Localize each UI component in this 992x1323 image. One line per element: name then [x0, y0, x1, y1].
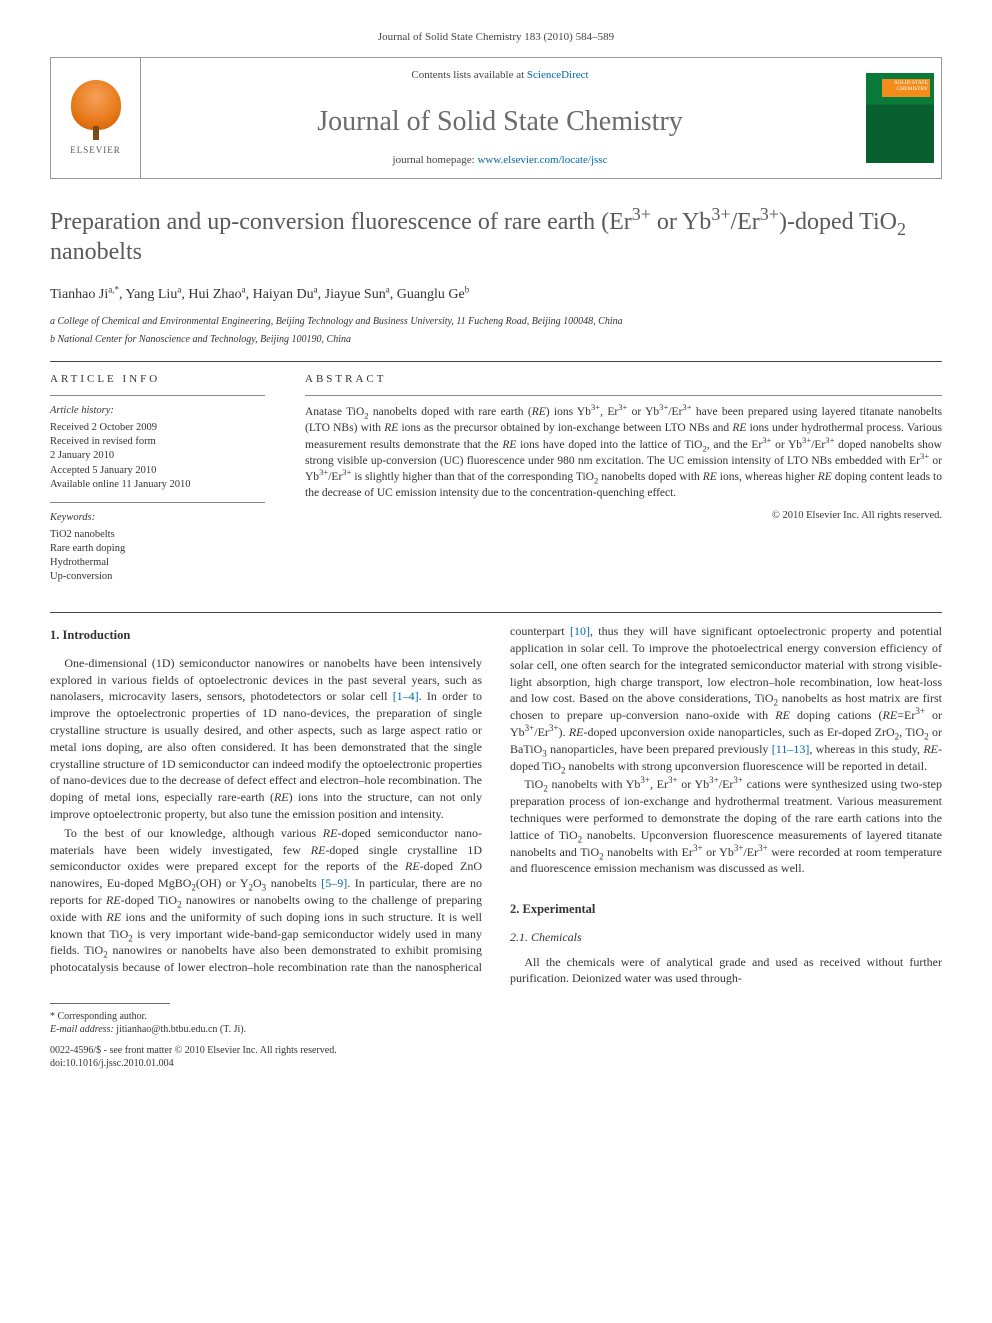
affiliation-b: b National Center for Nanoscience and Te…	[50, 333, 942, 347]
journal-header: ELSEVIER Contents lists available at Sci…	[50, 57, 942, 179]
rule-top	[50, 361, 942, 362]
article-title: Preparation and up-conversion fluorescen…	[50, 207, 942, 267]
cover-cell: SOLID STATE CHEMISTRY	[859, 58, 941, 178]
email-line: E-mail address: jitianhao@th.btbu.edu.cn…	[50, 1023, 942, 1036]
affiliation-a: a College of Chemical and Environmental …	[50, 315, 942, 329]
abstract-copyright: © 2010 Elsevier Inc. All rights reserved…	[305, 509, 942, 524]
abstract-head: ABSTRACT	[305, 372, 942, 387]
chem-para-1: All the chemicals were of analytical gra…	[510, 954, 942, 988]
contents-prefix: Contents lists available at	[411, 69, 526, 81]
email-address: jitianhao@th.btbu.edu.cn (T. Ji).	[116, 1024, 246, 1035]
journal-name: Journal of Solid State Chemistry	[149, 102, 851, 141]
corresponding-author: * Corresponding author.	[50, 1010, 942, 1023]
intro-para-3: TiO2 nanobelts with Yb3+, Er3+ or Yb3+/E…	[510, 776, 942, 877]
email-label: E-mail address:	[50, 1024, 114, 1035]
meta-row: ARTICLE INFO Article history: Received 2…	[50, 372, 942, 594]
abstract-block: ABSTRACT Anatase TiO2 nanobelts doped wi…	[305, 372, 942, 594]
cover-label: SOLID STATE CHEMISTRY	[866, 80, 928, 92]
keywords-label: Keywords:	[50, 511, 265, 526]
article-info-block: ARTICLE INFO Article history: Received 2…	[50, 372, 265, 594]
doi-line: doi:10.1016/j.jssc.2010.01.004	[50, 1057, 942, 1070]
publisher-name: ELSEVIER	[70, 144, 121, 157]
keywords-text: TiO2 nanobeltsRare earth dopingHydrother…	[50, 528, 265, 585]
authors: Tianhao Jia,*, Yang Liua, Hui Zhaoa, Hai…	[50, 285, 942, 305]
homepage-line: journal homepage: www.elsevier.com/locat…	[149, 153, 851, 168]
rule-bottom	[50, 612, 942, 613]
sciencedirect-link[interactable]: ScienceDirect	[527, 69, 589, 81]
intro-para-1: One-dimensional (1D) semiconductor nanow…	[50, 655, 482, 823]
publisher-logo-cell: ELSEVIER	[51, 58, 141, 178]
history-label: Article history:	[50, 404, 265, 419]
journal-cover-thumb: SOLID STATE CHEMISTRY	[866, 73, 934, 163]
contents-line: Contents lists available at ScienceDirec…	[149, 68, 851, 83]
elsevier-tree-icon	[71, 80, 121, 130]
section-2-head: 2. Experimental	[510, 901, 942, 919]
section-1-head: 1. Introduction	[50, 627, 482, 645]
body-columns: 1. Introduction One-dimensional (1D) sem…	[50, 623, 942, 987]
homepage-prefix: journal homepage:	[393, 154, 478, 166]
article-info-head: ARTICLE INFO	[50, 372, 265, 387]
issn-line: 0022-4596/$ - see front matter © 2010 El…	[50, 1044, 942, 1057]
footnote-rule	[50, 1003, 170, 1004]
journal-reference: Journal of Solid State Chemistry 183 (20…	[50, 30, 942, 45]
header-center: Contents lists available at ScienceDirec…	[141, 58, 859, 178]
history-text: Received 2 October 2009Received in revis…	[50, 421, 265, 492]
abstract-text: Anatase TiO2 nanobelts doped with rare e…	[305, 404, 942, 501]
subsection-2-1-head: 2.1. Chemicals	[510, 929, 942, 946]
homepage-link[interactable]: www.elsevier.com/locate/jssc	[477, 154, 607, 166]
